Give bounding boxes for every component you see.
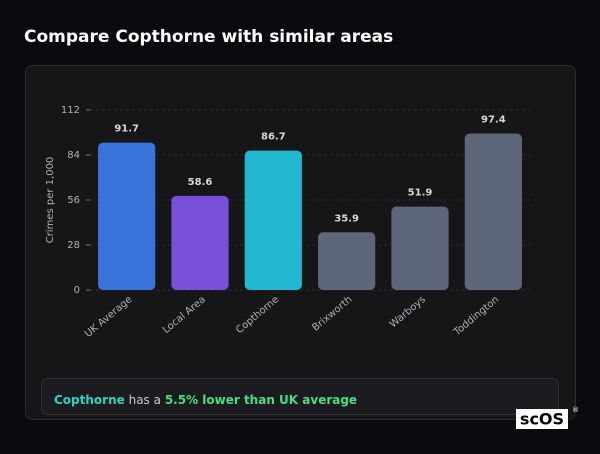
- y-tick-label: 56: [67, 195, 80, 206]
- summary-text: Copthorne has a 5.5% lower than UK avera…: [54, 393, 357, 407]
- bar: [464, 133, 522, 290]
- page-title: Compare Copthorne with similar areas: [24, 27, 393, 47]
- value-label: 51.9: [408, 188, 433, 199]
- bar: [318, 232, 376, 290]
- y-tick-label: 0: [74, 285, 80, 296]
- summary-connector: has a: [129, 393, 161, 407]
- summary-highlight: 5.5% lower than UK average: [165, 393, 357, 407]
- value-label: 86.7: [261, 132, 286, 143]
- bar: [244, 150, 302, 290]
- summary-box: [41, 378, 559, 415]
- logo-box: [516, 409, 568, 429]
- value-label: 58.6: [188, 177, 213, 188]
- y-tick-label: 112: [61, 105, 80, 116]
- bar: [171, 195, 229, 290]
- logo-mark: ®: [572, 406, 579, 414]
- value-label: 35.9: [334, 213, 359, 224]
- y-tick-label: 28: [67, 240, 80, 251]
- summary-area: Copthorne: [54, 393, 125, 407]
- bar: [391, 206, 449, 290]
- value-label: 91.7: [114, 124, 139, 135]
- logo: scOS: [520, 410, 564, 429]
- bar: [98, 142, 156, 290]
- y-tick-label: 84: [67, 150, 80, 161]
- value-label: 97.4: [481, 114, 506, 125]
- y-axis-label: Crimes per 1,000: [45, 157, 56, 244]
